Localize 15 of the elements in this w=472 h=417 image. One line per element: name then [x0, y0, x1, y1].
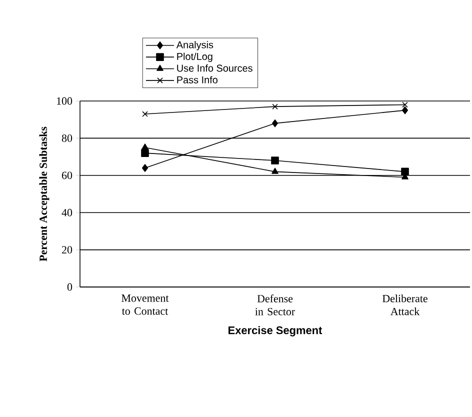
x-tick-label: Movement to Contact	[122, 294, 169, 315]
x-tick-label: Defense in Sector	[255, 294, 295, 316]
y-tick-label: 0	[67, 283, 72, 291]
legend-label: Plot/Log	[177, 52, 212, 62]
y-tick-label: 80	[62, 134, 72, 142]
legend-label: Use Info Sources	[177, 64, 252, 72]
y-tick-label: 20	[62, 246, 72, 254]
y-tick-label: 60	[62, 172, 72, 180]
y-tick-label: 40	[62, 208, 72, 216]
y-tick-label: 100	[57, 97, 72, 105]
x-tick-label: Deliberate Attack	[382, 294, 428, 316]
x-axis-title: Exercise Segment	[228, 326, 322, 336]
legend-label: Analysis	[176, 40, 214, 50]
legend-label: Pass Info	[177, 76, 218, 84]
y-axis-title: Percent Acceptable Subtasks	[39, 126, 50, 262]
